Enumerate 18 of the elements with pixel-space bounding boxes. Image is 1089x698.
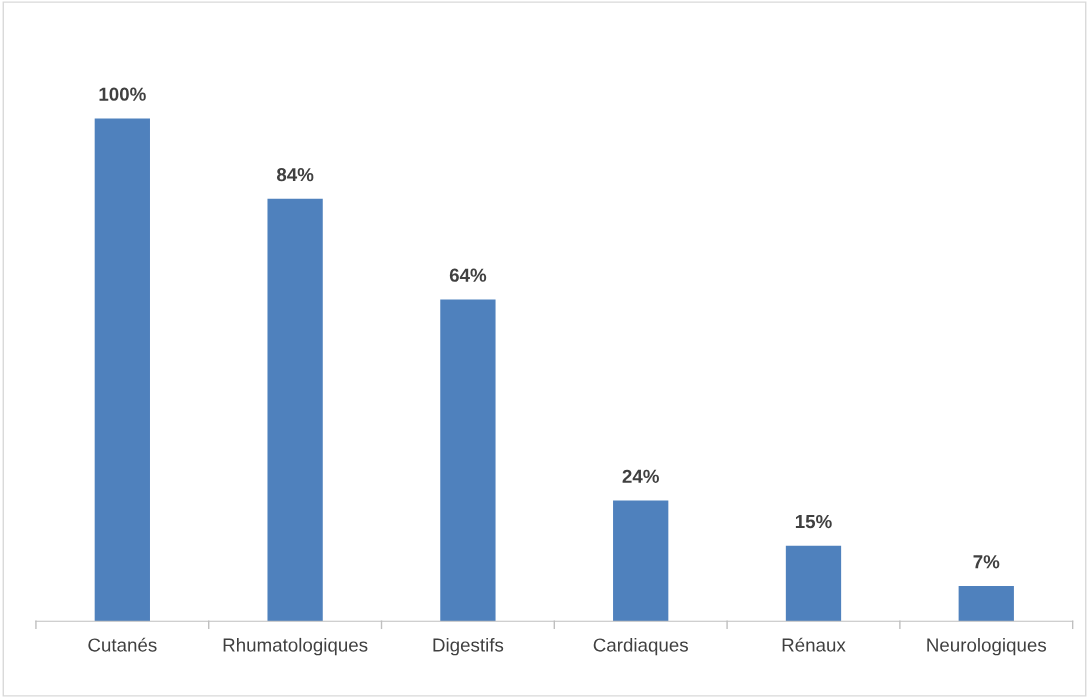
bar xyxy=(613,500,669,622)
x-tick-label: Cardiaques xyxy=(593,637,688,656)
x-tick-label: Rénaux xyxy=(782,637,846,652)
data-label: 15% xyxy=(795,514,832,529)
bar xyxy=(94,118,150,622)
data-label: 64% xyxy=(449,268,487,282)
bar xyxy=(267,198,323,622)
x-tick-label: Digestifs xyxy=(433,637,504,656)
x-tick-label: Cutanés xyxy=(88,637,157,652)
bar xyxy=(440,299,496,622)
data-label: 100% xyxy=(99,87,146,101)
x-tick-label: Neurologiques xyxy=(927,637,1047,656)
data-label: 84% xyxy=(276,168,314,182)
x-tick-label: Rhumatologiques xyxy=(223,637,368,656)
data-label: 24% xyxy=(622,469,659,483)
bar xyxy=(958,586,1014,622)
data-label: 7% xyxy=(973,555,1000,569)
bar xyxy=(785,545,842,622)
